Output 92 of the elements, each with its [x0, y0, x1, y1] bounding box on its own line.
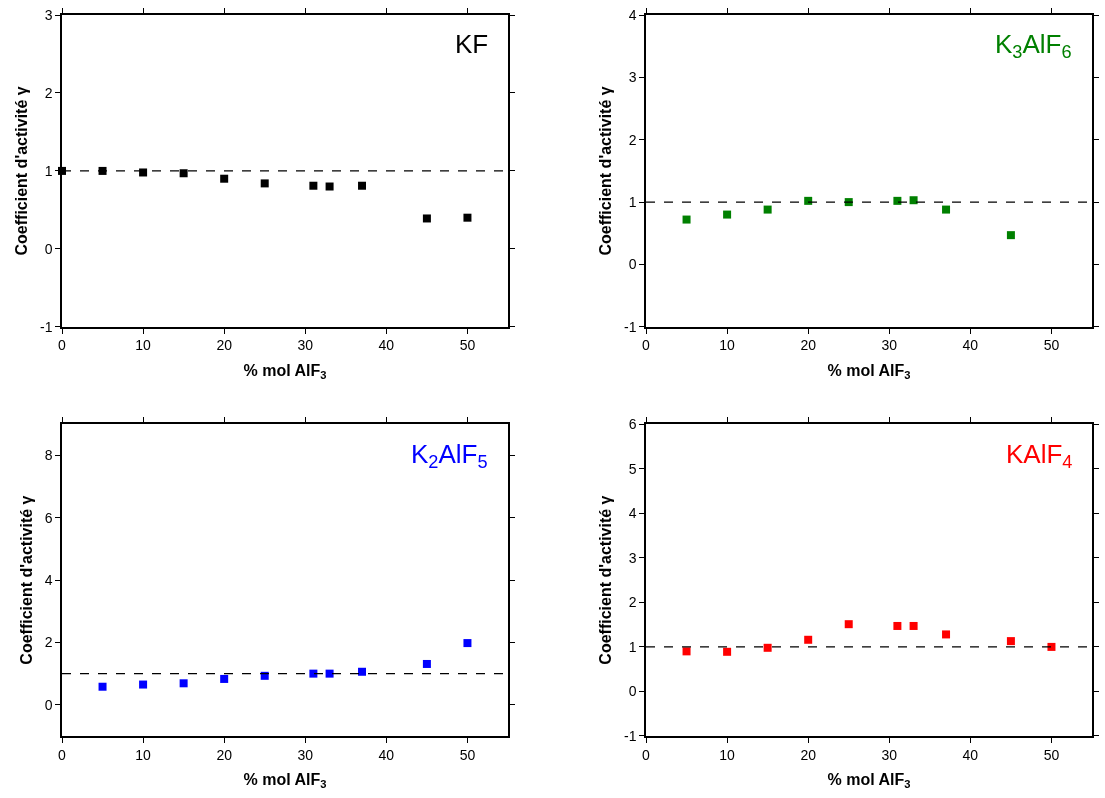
point: [358, 181, 367, 190]
y-tick-label: -1: [624, 727, 637, 744]
legend-label: KF: [455, 29, 489, 59]
x-tick-label: 20: [800, 746, 817, 763]
point: [1006, 231, 1015, 240]
point: [422, 214, 431, 223]
x-tick-label: 10: [719, 337, 736, 354]
y-tick-label: 2: [628, 594, 637, 611]
x-tick-label: 20: [216, 746, 233, 763]
point: [763, 205, 772, 214]
x-tick-label: 30: [297, 337, 314, 354]
y-tick-label: 0: [44, 240, 53, 257]
y-tick-label: 3: [628, 69, 637, 86]
point: [179, 679, 188, 688]
x-axis-title: % mol AlF$_{3}$: [827, 361, 911, 381]
y-tick-label: 4: [44, 571, 53, 588]
y-tick-label: 0: [628, 256, 637, 273]
x-tick-label: 0: [58, 337, 67, 354]
y-axis-title: Coefficient d'activité γ: [18, 495, 36, 665]
point: [358, 667, 367, 676]
y-axis-title: Coefficient d'activité γ: [597, 86, 615, 256]
point: [463, 639, 472, 648]
y-tick-label: 8: [44, 447, 53, 464]
point: [422, 659, 431, 668]
x-tick-label: 20: [800, 337, 817, 354]
y-axis-title: Coefficient d'activité γ: [597, 495, 615, 665]
point: [909, 196, 918, 205]
point: [723, 647, 732, 656]
point: [220, 174, 229, 183]
point: [844, 620, 853, 629]
point: [942, 630, 951, 639]
point: [325, 182, 334, 191]
y-tick-label: 3: [44, 6, 53, 23]
x-axis-title: % mol AlF$_{3}$: [243, 770, 327, 791]
y-tick-label: 1: [44, 162, 53, 179]
x-tick-label: 0: [58, 746, 67, 763]
x-tick-label: 30: [881, 337, 898, 354]
point: [682, 215, 691, 224]
x-tick-label: 20: [216, 337, 233, 354]
point: [309, 181, 318, 190]
point: [325, 669, 334, 678]
y-tick-label: 4: [628, 505, 637, 522]
x-axis-title: % mol AlF$_{3}$: [827, 770, 911, 791]
y-tick-label: -1: [40, 318, 53, 335]
y-tick-label: 2: [628, 131, 637, 148]
x-tick-label: 40: [378, 337, 395, 354]
x-tick-label: 10: [719, 746, 736, 763]
y-tick-label: 0: [628, 683, 637, 700]
point: [893, 621, 902, 630]
x-tick-label: 0: [642, 337, 651, 354]
x-tick-label: 10: [135, 746, 152, 763]
x-tick-label: 10: [135, 337, 152, 354]
point: [723, 210, 732, 219]
point: [1006, 637, 1015, 646]
y-tick-label: -1: [624, 318, 637, 335]
text: KAlF$_{4}$: [1006, 439, 1073, 473]
x-axis-title: % mol AlF$_{3}$: [243, 361, 327, 381]
y-axis-title: Coefficient d'activité γ: [13, 86, 31, 256]
x-tick-label: 0: [642, 746, 651, 763]
x-tick-label: 50: [459, 337, 476, 354]
y-tick-label: 2: [44, 84, 53, 101]
point: [763, 643, 772, 652]
y-tick-label: 6: [628, 416, 637, 433]
point: [139, 680, 148, 689]
point: [463, 213, 472, 222]
x-tick-label: 50: [459, 746, 476, 763]
x-tick-label: 30: [881, 746, 898, 763]
point: [260, 179, 269, 188]
y-tick-label: 5: [628, 460, 637, 477]
y-tick-label: 4: [628, 6, 637, 23]
point: [220, 674, 229, 683]
x-tick-label: 50: [1043, 337, 1060, 354]
x-tick-label: 40: [962, 746, 979, 763]
point: [309, 669, 318, 678]
y-tick-label: 1: [628, 194, 637, 210]
x-tick-label: 40: [962, 337, 979, 354]
text: K$_{3}$AlF$_{6}$: [995, 29, 1072, 63]
y-tick-label: 6: [44, 509, 53, 526]
point: [893, 196, 902, 205]
text: K$_{2}$AlF$_{5}$: [411, 439, 488, 473]
point: [179, 169, 188, 178]
x-tick-label: 30: [297, 746, 314, 763]
point: [804, 635, 813, 644]
y-tick-label: 3: [628, 549, 637, 566]
y-tick-label: 2: [44, 634, 53, 651]
x-tick-label: 40: [378, 746, 395, 763]
point: [909, 621, 918, 630]
x-tick-label: 50: [1043, 746, 1060, 763]
point: [942, 205, 951, 214]
y-tick-label: 1: [628, 638, 637, 655]
point: [98, 682, 107, 691]
y-tick-label: 0: [44, 696, 53, 713]
